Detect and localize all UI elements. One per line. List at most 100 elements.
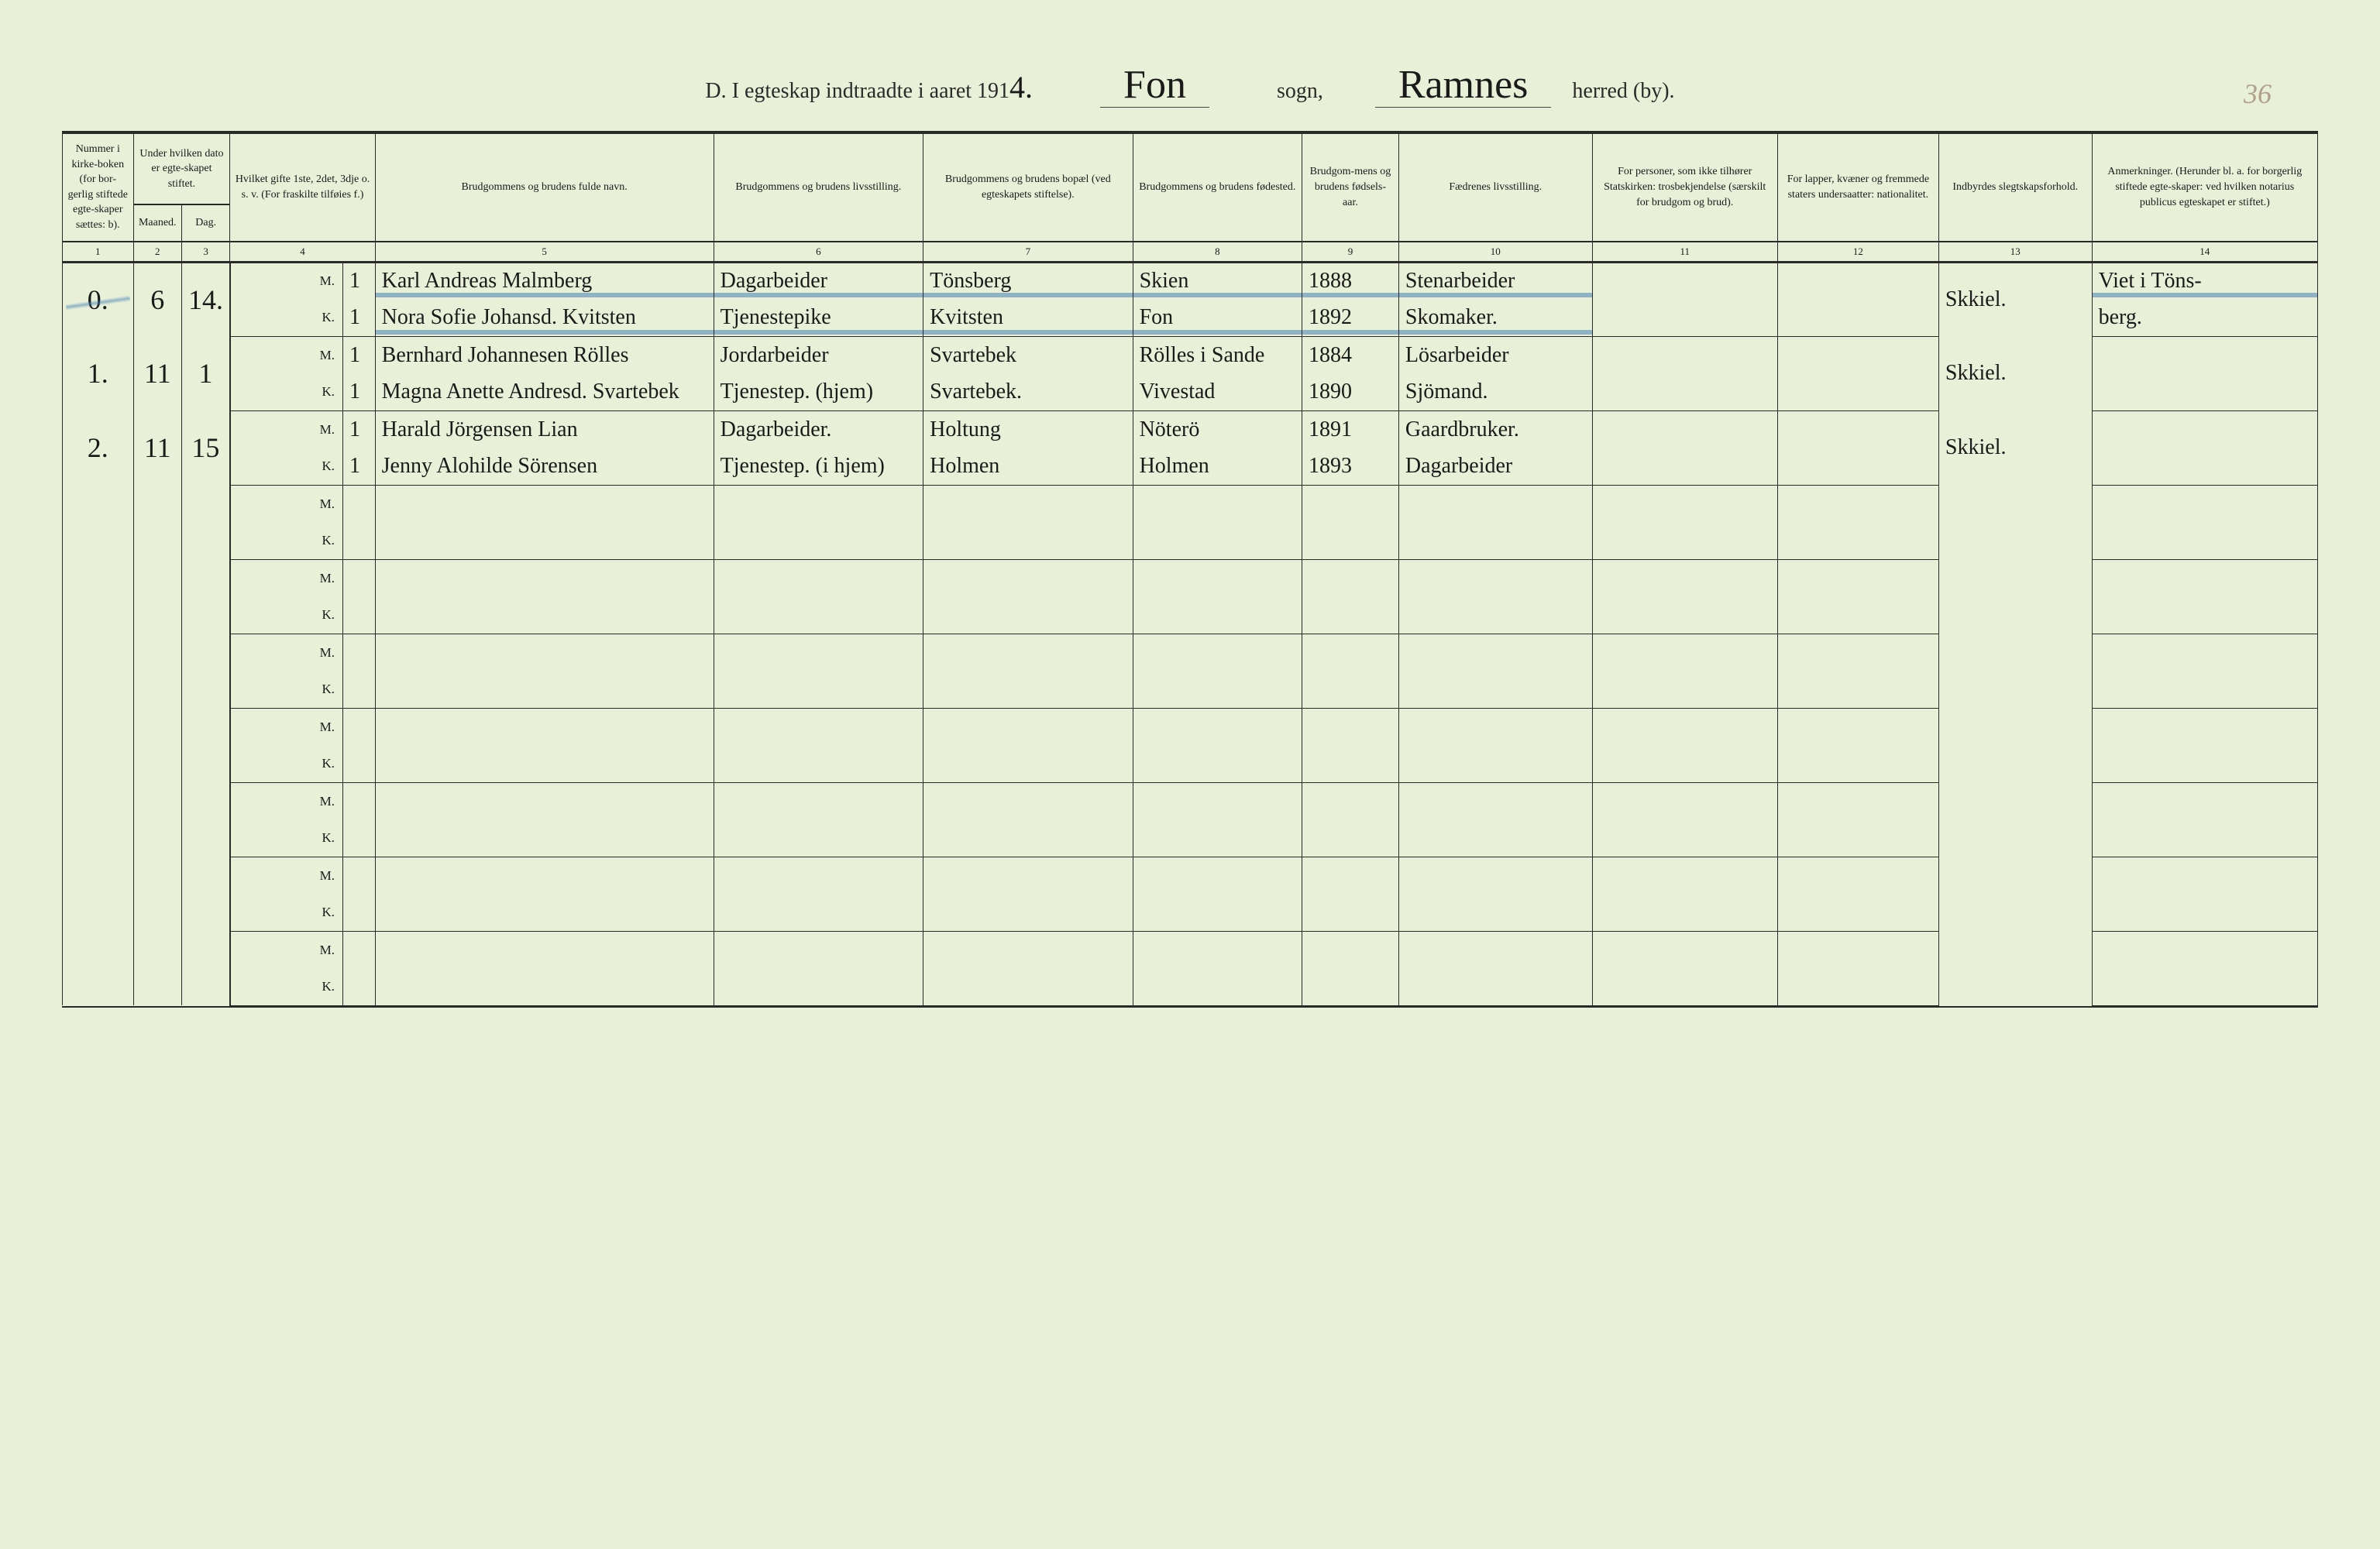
day [181,634,229,708]
cell [375,968,714,1005]
cell [923,596,1133,634]
col-num: 6 [714,242,923,263]
residence: Tönsberg [923,262,1133,299]
entry-number: 0. [63,262,134,336]
cell [923,522,1133,559]
cell [1398,708,1592,745]
remark [2092,410,2317,448]
cell [1302,596,1399,634]
col-num: 1 [63,242,134,263]
entry-number: 2. [63,410,134,485]
cell [343,559,376,596]
table-row: 2.1115M.1Harald Jörgensen LianDagarbeide… [63,410,2318,448]
cell [1777,336,1938,373]
cell [1592,336,1777,373]
birthyear: 1893 [1302,448,1399,485]
cell [1592,745,1777,782]
cell [375,857,714,894]
cell [343,968,376,1005]
month [133,931,181,1005]
birthyear: 1892 [1302,299,1399,336]
cell [1133,745,1302,782]
cell [1133,559,1302,596]
birthyear: 1891 [1302,410,1399,448]
day [181,708,229,782]
month [133,559,181,634]
col-header: Anmerkninger. (Herunder bl. a. for borge… [2092,134,2317,242]
entry-number [63,782,134,857]
entry-number [63,857,134,931]
table-row-empty: M. [63,782,2318,819]
mk-label: K. [230,596,343,634]
cell [1777,782,1938,819]
entry-number [63,485,134,559]
entry-number: 1. [63,336,134,410]
cell [923,782,1133,819]
cell [1592,931,1777,968]
table-row-empty: M. [63,708,2318,745]
birthyear: 1890 [1302,373,1399,410]
cell [375,708,714,745]
remark [2092,448,2317,485]
cell [1592,819,1777,857]
cell [1133,671,1302,708]
birthyear: 1884 [1302,336,1399,373]
cell [1777,522,1938,559]
cell [923,819,1133,857]
cell [1938,782,2092,857]
mk-label: M. [230,559,343,596]
cell [1398,782,1592,819]
cell [375,894,714,931]
cell [1777,410,1938,448]
cell [714,485,923,522]
cell [1302,857,1399,894]
mk-label: K. [230,448,343,485]
cell [343,634,376,671]
cell [1592,782,1777,819]
cell [1398,485,1592,522]
cell [1592,894,1777,931]
residence: Holtung [923,410,1133,448]
gifte: 1 [343,299,376,336]
cell [1592,373,1777,410]
cell [1133,894,1302,931]
kinship: Skkiel. [1938,336,2092,410]
cell [1133,782,1302,819]
cell [343,596,376,634]
cell [2092,968,2317,1005]
cell [714,782,923,819]
gifte: 1 [343,336,376,373]
cell [1302,894,1399,931]
mk-label: M. [230,336,343,373]
cell [2092,857,2317,894]
col-header: Maaned. [133,204,181,241]
col-num: 9 [1302,242,1399,263]
ledger-table-wrap: Nummer i kirke-boken (for bor-gerlig sti… [62,131,2318,1008]
cell [1133,522,1302,559]
residence: Svartebek. [923,373,1133,410]
cell [375,782,714,819]
name: Karl Andreas Malmberg [375,262,714,299]
cell [1398,671,1592,708]
mk-label: K. [230,671,343,708]
cell [375,485,714,522]
table-body: 0.614.M.1Karl Andreas MalmbergDagarbeide… [63,262,2318,1005]
cell [1592,708,1777,745]
father-occupation: Sjömand. [1398,373,1592,410]
col-header: Dag. [181,204,229,241]
cell [343,894,376,931]
cell [2092,931,2317,968]
cell [1777,373,1938,410]
remark [2092,373,2317,410]
col-header: Hvilket gifte 1ste, 2det, 3dje o. s. v. … [230,134,375,242]
month [133,634,181,708]
cell [1938,857,2092,931]
day: 15 [181,410,229,485]
cell [343,819,376,857]
cell [1398,745,1592,782]
occupation: Jordarbeider [714,336,923,373]
cell [1777,634,1938,671]
cell [1592,262,1777,299]
birthplace: Holmen [1133,448,1302,485]
cell [1302,819,1399,857]
